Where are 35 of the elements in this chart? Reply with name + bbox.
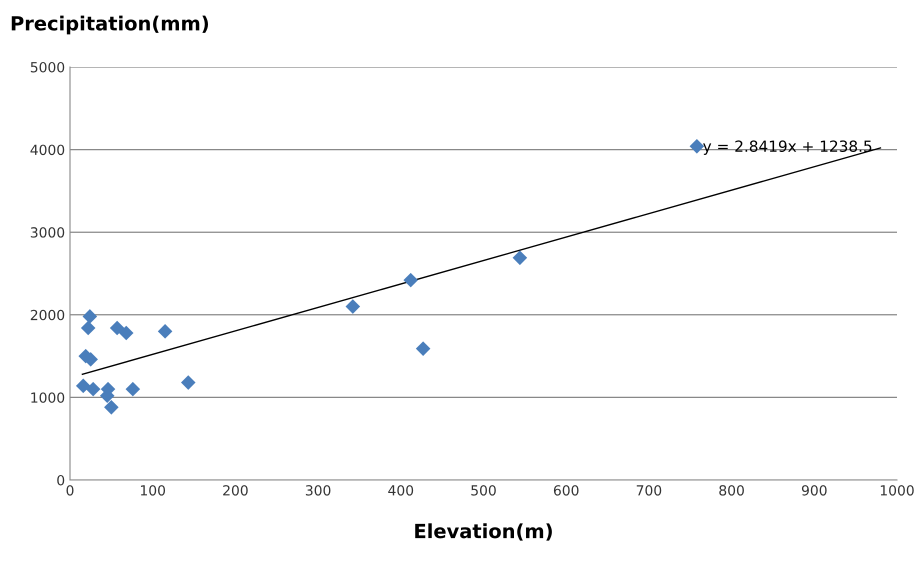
point <box>126 382 140 396</box>
point <box>76 378 91 394</box>
annotation: y = 2.8419x + 1238.5 <box>703 140 872 155</box>
point <box>180 375 196 390</box>
x-tick-label: 100 <box>140 485 166 496</box>
y-tick-label: 1000 <box>31 392 64 403</box>
point <box>80 320 96 336</box>
x-tick-label: 700 <box>636 485 662 496</box>
point <box>158 324 172 339</box>
y-tick-label: 4000 <box>30 144 64 156</box>
y-tick-label: 0 <box>57 474 64 486</box>
y-tick-label: 5000 <box>30 62 64 72</box>
point <box>86 382 100 396</box>
x-tick-label: 300 <box>306 485 330 496</box>
x-axis-title: Elevation(m) <box>415 523 552 541</box>
point <box>82 309 98 324</box>
x-tick-label: 900 <box>802 485 827 496</box>
x-tick-label: 1000 <box>880 485 914 496</box>
y-tick-label: 3000 <box>30 227 64 238</box>
y-axis-title: Precipitation(mm) <box>12 16 208 34</box>
x-tick-label: 600 <box>554 485 579 496</box>
point <box>110 320 124 336</box>
point <box>346 299 360 314</box>
point <box>118 326 134 340</box>
x-tick-label: 500 <box>471 485 496 496</box>
x-tick-label: 400 <box>388 485 414 496</box>
point <box>416 341 430 356</box>
x-tick-label: 800 <box>719 485 744 496</box>
x-tick-label: 200 <box>223 485 248 496</box>
y-tick-label: 2000 <box>30 310 64 320</box>
point <box>403 272 418 288</box>
point <box>104 400 119 415</box>
point <box>512 250 528 266</box>
point <box>690 139 704 154</box>
x-tick-label: 0 <box>66 485 74 496</box>
